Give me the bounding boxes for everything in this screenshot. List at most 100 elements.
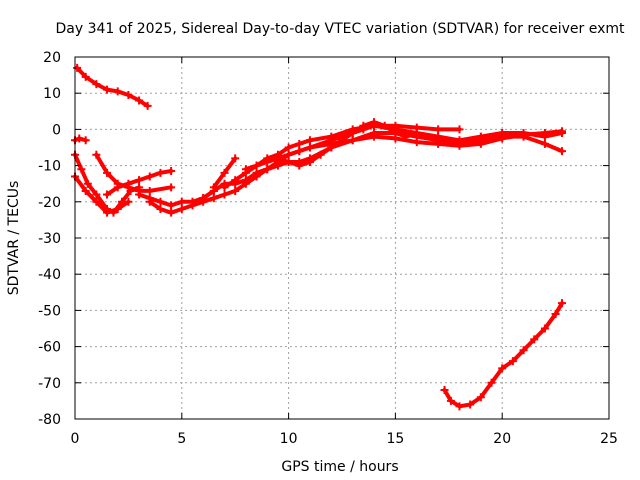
data-point (113, 183, 122, 192)
data-point (338, 136, 346, 145)
data-point (156, 205, 165, 214)
data-point (263, 157, 272, 166)
data-point (455, 125, 464, 134)
data-point (498, 364, 507, 373)
data-point (135, 190, 144, 199)
data-point (434, 125, 443, 134)
data-point (558, 147, 567, 156)
data-point (305, 136, 314, 145)
plot-area (71, 63, 567, 411)
data-point (284, 157, 293, 166)
data-point (540, 324, 549, 333)
y-tick-label: -10 (38, 159, 61, 175)
data-point (75, 134, 84, 143)
data-point (391, 121, 400, 130)
x-tick-label: 10 (280, 431, 298, 447)
y-tick-label: 20 (43, 50, 61, 66)
data-point (92, 190, 101, 199)
data-point (519, 346, 528, 355)
data-point (167, 183, 176, 192)
axis-ticks: 0 5 10 15 20 25 20 10 0 -10 -20 -30 -40 -50 -60 -70 -80 (38, 50, 618, 447)
series-track-8 (147, 129, 564, 215)
data-point (402, 132, 411, 141)
data-point (209, 183, 218, 192)
data-point (412, 129, 421, 138)
data-point (231, 154, 240, 163)
data-point (145, 197, 154, 206)
data-point (209, 194, 218, 203)
data-point (83, 179, 92, 188)
data-point (498, 129, 507, 138)
data-point (241, 176, 250, 185)
data-point (476, 132, 485, 141)
data-point (519, 129, 528, 138)
data-point (348, 129, 357, 138)
data-point (135, 96, 144, 105)
data-point (124, 197, 133, 206)
data-point (273, 161, 282, 170)
data-point (92, 80, 101, 89)
x-tick-label: 15 (386, 431, 404, 447)
data-point (440, 386, 449, 395)
y-tick-label: -80 (38, 412, 61, 428)
data-point (143, 101, 152, 110)
data-point (370, 118, 379, 127)
data-point (103, 168, 112, 177)
data-point (273, 154, 282, 163)
data-point (135, 176, 144, 185)
series-track-4 (73, 174, 131, 215)
grid (75, 57, 609, 419)
data-point (305, 157, 314, 166)
data-point (327, 136, 336, 145)
x-tick-label: 25 (600, 431, 618, 447)
data-point (284, 143, 293, 152)
y-tick-label: -70 (38, 376, 61, 392)
data-point (73, 63, 82, 72)
y-axis-label: SDTVAR / TECUs (6, 181, 22, 296)
data-point (370, 129, 379, 138)
data-point (231, 186, 240, 195)
x-tick-label: 0 (71, 431, 80, 447)
data-point (113, 87, 122, 96)
data-point (476, 393, 485, 402)
data-point (77, 165, 86, 174)
data-point (124, 91, 133, 100)
data-point (252, 161, 261, 170)
data-point (487, 378, 496, 387)
data-point (103, 208, 112, 217)
data-point (558, 129, 567, 138)
data-point (348, 136, 357, 145)
x-axis-label: GPS time / hours (281, 459, 398, 475)
data-point (81, 136, 90, 145)
data-point (295, 139, 304, 148)
data-point (92, 197, 101, 206)
data-point (508, 357, 517, 366)
data-point (446, 396, 455, 405)
data-point (220, 168, 229, 177)
data-point (316, 150, 325, 159)
y-tick-label: -50 (38, 303, 61, 319)
series-track-14 (442, 301, 564, 409)
data-point (252, 168, 261, 177)
data-point (558, 299, 567, 308)
data-point (263, 165, 272, 174)
data-point (359, 121, 368, 130)
y-tick-label: 0 (52, 122, 61, 138)
data-point (199, 194, 208, 203)
data-point (284, 150, 293, 159)
data-point (295, 147, 304, 156)
data-point (167, 208, 176, 217)
data-point (124, 179, 133, 188)
data-point (103, 85, 112, 94)
data-point (530, 335, 539, 344)
data-point (466, 400, 475, 409)
data-point (81, 72, 90, 81)
x-tick-label: 5 (177, 431, 186, 447)
data-point (92, 150, 101, 159)
data-point (177, 205, 186, 214)
data-point (241, 165, 250, 174)
data-point (540, 139, 549, 148)
chart-title: Day 341 of 2025, Sidereal Day-to-day VTE… (56, 21, 626, 37)
data-point (455, 136, 464, 145)
